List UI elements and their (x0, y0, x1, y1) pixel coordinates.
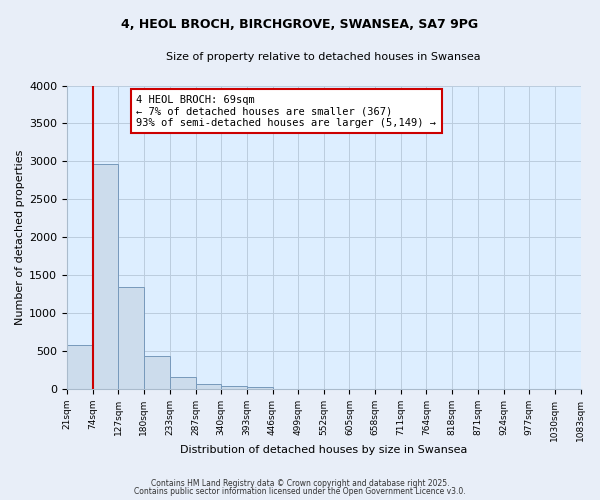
Bar (247, 387, 272, 389)
Bar (144, 356, 170, 389)
Bar (92, 164, 118, 389)
Bar (170, 377, 196, 389)
Bar (221, 386, 247, 389)
X-axis label: Distribution of detached houses by size in Swansea: Distribution of detached houses by size … (180, 445, 467, 455)
Text: 4, HEOL BROCH, BIRCHGROVE, SWANSEA, SA7 9PG: 4, HEOL BROCH, BIRCHGROVE, SWANSEA, SA7 … (121, 18, 479, 30)
Bar (118, 288, 144, 389)
Text: Contains HM Land Registry data © Crown copyright and database right 2025.: Contains HM Land Registry data © Crown c… (151, 478, 449, 488)
Text: 4 HEOL BROCH: 69sqm
← 7% of detached houses are smaller (367)
93% of semi-detach: 4 HEOL BROCH: 69sqm ← 7% of detached hou… (136, 94, 436, 128)
Bar (196, 384, 221, 389)
Bar (67, 345, 92, 389)
Text: Contains public sector information licensed under the Open Government Licence v3: Contains public sector information licen… (134, 487, 466, 496)
Y-axis label: Number of detached properties: Number of detached properties (15, 150, 25, 325)
Title: Size of property relative to detached houses in Swansea: Size of property relative to detached ho… (166, 52, 481, 62)
